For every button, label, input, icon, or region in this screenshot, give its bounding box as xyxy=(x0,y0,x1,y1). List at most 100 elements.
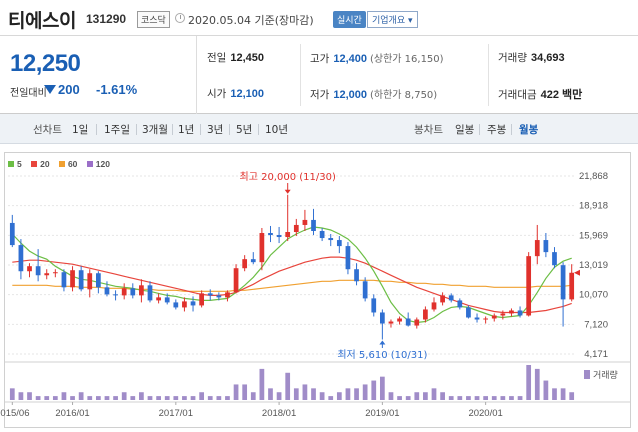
volume-bar xyxy=(552,388,557,400)
low-price: 저가 12,000 (하한가 8,750) xyxy=(310,89,438,101)
candle-body xyxy=(95,273,101,288)
candle-daily[interactable]: 일봉 xyxy=(455,124,475,136)
volume-bar xyxy=(534,368,540,400)
volume-bar xyxy=(52,396,58,400)
candle-body xyxy=(293,224,299,233)
candle-body xyxy=(225,292,230,298)
candle-chart-label[interactable]: 봉차트 xyxy=(414,124,443,136)
candle-body xyxy=(448,295,454,301)
line-chart-label[interactable]: 선차트 xyxy=(33,124,62,136)
candle-body xyxy=(250,259,256,263)
volume-bar xyxy=(199,392,205,400)
volume-bar xyxy=(121,392,127,400)
candle-body xyxy=(517,310,523,316)
candle-body xyxy=(70,270,75,288)
volume-bar xyxy=(319,392,325,400)
ma20-line xyxy=(12,256,572,314)
candle-body xyxy=(52,272,58,274)
volume-bar xyxy=(491,396,497,400)
volume-bar xyxy=(431,388,437,400)
volume-bar xyxy=(388,392,394,400)
ma5-line xyxy=(11,226,572,324)
candle-body xyxy=(474,317,480,320)
y-tick-label: 21,868 xyxy=(579,171,608,182)
volume-bar xyxy=(379,376,385,400)
volume-label: 거래량 xyxy=(593,369,618,381)
candle-body xyxy=(199,293,205,306)
period-3m[interactable]: 3개월 xyxy=(142,124,169,136)
y-tick-label: 18,918 xyxy=(579,201,608,212)
candle-body xyxy=(130,288,136,296)
candle-body xyxy=(78,270,84,290)
open-price: 시가 12,100 xyxy=(207,88,264,100)
divider xyxy=(300,44,301,106)
candle-body xyxy=(285,232,291,238)
period-1d[interactable]: 1일 xyxy=(72,124,89,136)
volume-bar xyxy=(190,396,196,400)
candle-body xyxy=(35,266,41,276)
volume-bar xyxy=(354,388,359,400)
legend-ma20: 20 xyxy=(31,159,50,169)
candle-body xyxy=(569,272,575,300)
volume-bar xyxy=(35,396,41,400)
volume-bar xyxy=(543,380,549,400)
candle-body xyxy=(18,245,24,272)
volume-bar xyxy=(44,396,50,400)
company-overview-button[interactable]: 기업개요 ▾ xyxy=(367,11,418,28)
candle-monthly[interactable]: 월봉 xyxy=(519,124,539,136)
candle-body xyxy=(431,302,437,310)
candle-body xyxy=(27,266,32,272)
volume-bar xyxy=(362,384,368,400)
candle-body xyxy=(371,298,377,313)
volume-bar xyxy=(466,396,471,400)
legend-ma5: 5 xyxy=(8,159,22,169)
period-3y[interactable]: 3년 xyxy=(207,124,224,136)
volume-bar xyxy=(311,388,316,400)
period-5y[interactable]: 5년 xyxy=(236,124,253,136)
volume-bar xyxy=(526,365,532,400)
period-10y[interactable]: 10년 xyxy=(265,124,289,136)
divider xyxy=(488,44,489,106)
candle-body xyxy=(319,230,325,239)
candle-body xyxy=(164,297,170,303)
candle-body xyxy=(397,318,402,322)
candle-body xyxy=(509,310,514,314)
volume-bar xyxy=(405,396,411,400)
volume-bar xyxy=(302,384,308,400)
volume-bar xyxy=(569,392,575,400)
volume-bar xyxy=(440,392,445,400)
volume-bar xyxy=(164,396,170,400)
prev-close: 전일 12,450 xyxy=(207,52,264,64)
candle-body xyxy=(9,222,15,246)
volume-bar xyxy=(423,392,428,400)
candle-body xyxy=(491,315,497,319)
current-price-box: 12,250 전일대비 200 -1.61% xyxy=(0,36,197,114)
volume-bar xyxy=(336,392,342,400)
volume-bar xyxy=(27,392,32,400)
legend-ma60: 60 xyxy=(58,159,77,169)
candle-body xyxy=(440,295,445,303)
x-tick-label: 2020/01 xyxy=(468,408,502,419)
volume-bar xyxy=(268,388,273,400)
candle-weekly[interactable]: 주봉 xyxy=(487,124,507,136)
x-tick-label: 2019/01 xyxy=(365,408,399,419)
volume-bar xyxy=(517,396,523,400)
candle-body xyxy=(379,312,385,324)
y-tick-label: 4,171 xyxy=(584,349,608,360)
x-tick-label: 2015/06 xyxy=(0,408,29,419)
volume-bar xyxy=(225,396,230,400)
realtime-button[interactable]: 실시간 xyxy=(333,11,366,28)
candle-body xyxy=(302,219,308,225)
down-arrow-icon xyxy=(44,85,56,94)
change-label: 전일대비 xyxy=(10,88,47,99)
volume-bar xyxy=(328,396,334,400)
volume-bar xyxy=(156,396,161,400)
period-1w[interactable]: 1주일 xyxy=(104,124,131,136)
y-tick-label: 10,070 xyxy=(579,290,608,301)
volume-bar xyxy=(18,392,24,400)
period-1y[interactable]: 1년 xyxy=(178,124,195,136)
volume-bar xyxy=(61,392,67,400)
candle-body xyxy=(104,287,110,295)
volume-bar xyxy=(182,396,187,400)
